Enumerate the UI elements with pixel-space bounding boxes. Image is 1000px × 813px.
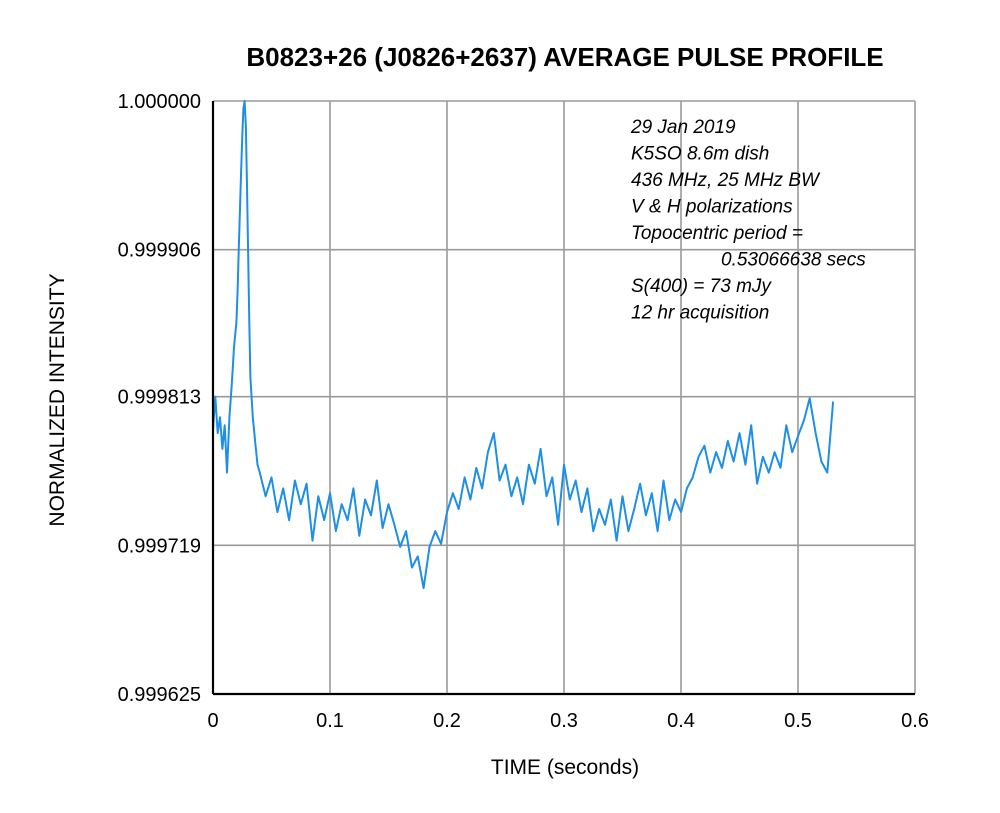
- chart-title: B0823+26 (J0826+2637) AVERAGE PULSE PROF…: [246, 42, 883, 72]
- y-tick-labels: 0.999625 0.999719 0.999813 0.999906 1.000000: [118, 91, 201, 706]
- x-tick-label: 0.2: [433, 710, 461, 732]
- annotation-line: K5SO 8.6m dish: [631, 144, 769, 165]
- x-tick-label: 0: [207, 710, 218, 732]
- x-tick-label: 0.5: [784, 710, 812, 732]
- annotation-block: 29 Jan 2019 K5SO 8.6m dish 436 MHz, 25 MHz…: [630, 117, 866, 324]
- annotation-line: V & H polarizations: [631, 197, 793, 218]
- annotation-line: 12 hr acquisition: [631, 303, 769, 324]
- annotation-line: Topocentric period =: [631, 223, 803, 244]
- y-tick-label: 0.999625: [118, 684, 201, 706]
- x-axis-label: TIME (seconds): [491, 756, 639, 779]
- axes: [211, 101, 915, 696]
- x-tick-labels: 0 0.1 0.2 0.3 0.4 0.5 0.6: [207, 710, 928, 732]
- pulse-profile-line: [212, 100, 835, 590]
- annotation-line: S(400) = 73 mJy: [631, 276, 772, 297]
- annotation-line: 0.53066638 secs: [721, 250, 866, 271]
- grid-lines: [212, 100, 916, 695]
- y-tick-label: 0.999719: [118, 535, 201, 557]
- x-tick-label: 0.6: [901, 710, 929, 732]
- y-tick-label: 0.999906: [118, 240, 201, 262]
- series-group: [212, 100, 835, 590]
- y-axis-label: NORMALIZED INTENSITY: [46, 273, 69, 526]
- x-tick-label: 0.1: [316, 710, 344, 732]
- annotation-line: 29 Jan 2019: [630, 117, 736, 138]
- y-tick-label: 1.000000: [118, 91, 201, 113]
- y-tick-label: 0.999813: [118, 387, 201, 409]
- annotation-line: 436 MHz, 25 MHz BW: [631, 170, 821, 191]
- x-tick-label: 0.3: [550, 710, 578, 732]
- x-tick-label: 0.4: [667, 710, 695, 732]
